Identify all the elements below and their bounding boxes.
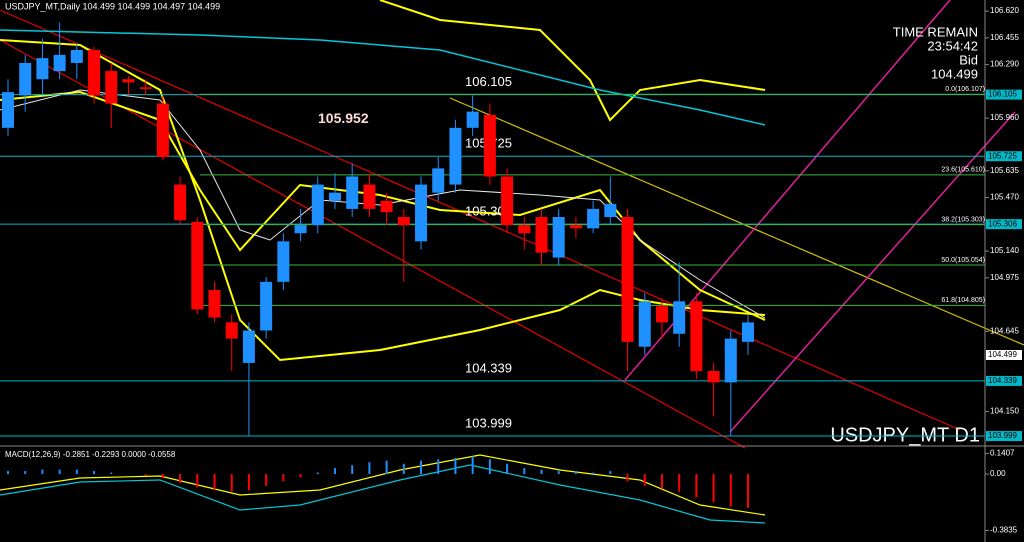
level-axis-label: 105.725: [988, 151, 1017, 160]
symbol: USDJPY_MT D1: [830, 424, 980, 446]
level-label: 103.999: [465, 415, 512, 430]
candle-body: [191, 221, 204, 310]
level-label: 106.105: [465, 74, 512, 89]
candle-body: [277, 241, 290, 282]
pitch-line: [729, 111, 1016, 433]
candle-body: [466, 111, 479, 128]
candle-body: [449, 127, 462, 185]
candle-body: [53, 54, 66, 72]
y-tick-label: 104.975: [990, 273, 1019, 282]
level-box: [986, 375, 1022, 386]
candle-body: [88, 50, 101, 96]
candle-body: [105, 71, 118, 104]
candle-body: [707, 371, 720, 383]
fib-label: 38.2(105.303): [941, 216, 985, 223]
level-axis-label: 106.105: [988, 90, 1017, 99]
level-axis-label: 105.306: [988, 219, 1017, 228]
candle-body: [501, 176, 514, 226]
bid-box: [986, 349, 1022, 360]
candle-body: [724, 338, 737, 383]
y-tick-label: 104.645: [990, 326, 1019, 335]
candle-body: [242, 330, 255, 363]
level-box: [986, 431, 1022, 442]
trend-line: [449, 97, 1024, 346]
candle-body: [363, 184, 376, 209]
candle-body: [483, 114, 496, 177]
fib-label: 23.6(105.610): [941, 167, 985, 174]
candle-body: [36, 58, 49, 80]
level-box: [986, 89, 1022, 100]
bid-axis-label: 104.499: [988, 350, 1017, 359]
candle-body: [415, 184, 428, 242]
moving-average: [0, 29, 766, 126]
fib-label: 61.8(104.805): [941, 297, 985, 304]
candle-body: [432, 168, 445, 193]
macd-tick-label: -0.3835: [990, 526, 1018, 535]
level-label: 105.306: [465, 204, 512, 219]
candle-body: [2, 92, 14, 128]
y-tick-label: 106.290: [990, 60, 1019, 69]
candle-body: [742, 322, 754, 342]
bid-label: Bid: [959, 52, 978, 67]
header: USDJPY_MT,Daily 104.499 104.499 104.497 …: [5, 1, 220, 11]
candle-body: [122, 79, 135, 83]
candle-body: [535, 217, 548, 253]
candle-body: [174, 184, 187, 221]
candle-body: [19, 62, 32, 96]
candle-body: [655, 306, 668, 323]
level-axis-label: 103.999: [988, 431, 1017, 440]
candle-body: [552, 217, 565, 258]
candle-body: [70, 50, 83, 63]
candle-body: [380, 200, 393, 213]
level-box: [986, 219, 1022, 230]
candle-body: [621, 217, 634, 342]
candle-body: [397, 217, 410, 226]
candle-body: [569, 225, 582, 229]
fib-label: 0.0(106.107): [945, 86, 985, 93]
candle-body: [518, 225, 531, 234]
y-tick-label: 105.470: [990, 193, 1019, 202]
y-tick-label: 105.960: [990, 113, 1019, 122]
macd-signal: [0, 454, 766, 524]
fib-label: 50.0(105.054): [941, 257, 985, 264]
bid-value: 104.499: [931, 66, 978, 81]
y-tick-label: 104.150: [990, 407, 1019, 416]
level-label: 104.339: [465, 360, 512, 375]
bollinger-lower: [0, 39, 766, 362]
candle-body: [638, 301, 651, 347]
candle-body: [587, 208, 600, 229]
candle-body: [294, 225, 307, 234]
y-tick-label: 105.140: [990, 246, 1019, 255]
candle-body: [690, 301, 703, 372]
candle-body: [139, 87, 152, 89]
candle-body: [260, 281, 273, 331]
macd-line: [0, 464, 766, 524]
level-box: [986, 151, 1022, 162]
channel-line: [0, 9, 961, 431]
y-tick-label: 105.635: [990, 166, 1019, 175]
candle-body: [328, 192, 341, 201]
time-remain: 23:54:42: [927, 38, 978, 53]
y-tick-label: 106.455: [990, 33, 1019, 42]
candle-body: [208, 289, 221, 318]
macd-tick-label: 0.1407: [990, 448, 1015, 457]
y-tick-label: 106.620: [990, 6, 1019, 15]
candle-body: [604, 204, 617, 218]
candle-body: [673, 301, 686, 334]
macd-tick-label: 0.00: [990, 469, 1006, 478]
candle-body: [346, 176, 359, 209]
marker-label: 105.952: [318, 110, 369, 126]
bollinger-upper: [379, 0, 766, 122]
candle-body: [311, 184, 324, 226]
candle-body: [225, 322, 238, 339]
time-remain-label: TIME REMAIN: [893, 24, 978, 39]
candle-body: [156, 103, 169, 158]
signal-line: [0, 454, 766, 516]
macd-label: MACD(12,26,9) -0.2851 -0.2293 0.0000 -0.…: [5, 450, 176, 459]
level-axis-label: 104.339: [988, 376, 1017, 385]
